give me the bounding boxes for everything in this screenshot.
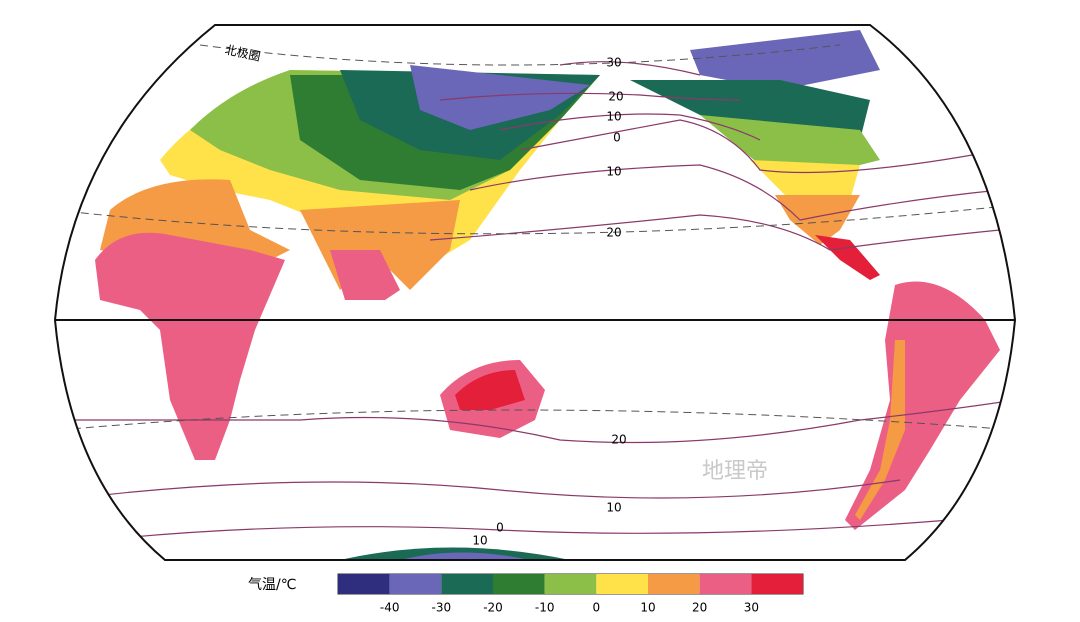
legend-swatch: [441, 574, 493, 594]
land: [55, 30, 1015, 560]
legend-swatch: [338, 574, 390, 594]
legend-swatch: [648, 574, 700, 594]
north-america: [700, 115, 880, 175]
legend-swatch: [596, 574, 648, 594]
legend-title: 气温/℃: [248, 577, 296, 593]
legend-tick-label: 0: [593, 601, 601, 615]
north-america-cold: [630, 80, 870, 140]
isotherm-label: 10: [606, 501, 621, 515]
andes: [855, 340, 905, 520]
isotherm-label: 20: [606, 226, 621, 240]
isotherm-label: 20: [611, 433, 626, 447]
north-america-mid: [750, 160, 860, 200]
legend-swatch: [544, 574, 597, 594]
isotherm-label: 0: [613, 131, 621, 145]
isotherm-label: 20: [608, 90, 623, 104]
legend-swatch: [699, 574, 752, 594]
legend-tick-label: 30: [744, 601, 759, 615]
australia-hot: [455, 370, 525, 410]
north-america-arctic: [690, 30, 880, 90]
legend-tick-label: 20: [692, 601, 707, 615]
legend-tick-label: -10: [535, 601, 555, 615]
india: [330, 250, 400, 300]
watermark: 地理帝: [702, 459, 768, 484]
isotherm-label: 0: [496, 521, 504, 535]
legend-tick-label: -20: [483, 601, 503, 615]
north-america-south: [775, 195, 860, 245]
legend-swatch: [389, 574, 442, 594]
legend-tick-label: -40: [380, 601, 400, 615]
isotherm-label: 10: [606, 165, 621, 179]
siberia-core: [410, 65, 590, 130]
isotherm-label: 10: [606, 110, 621, 124]
legend-tick-label: 10: [640, 601, 655, 615]
legend-swatch: [751, 574, 803, 594]
central-america: [815, 235, 880, 280]
isotherm-label: 30: [606, 56, 621, 70]
antarctica-core: [400, 552, 530, 560]
africa: [95, 232, 285, 460]
map-outline: [53, 24, 1017, 561]
isotherm-label: 10: [472, 534, 487, 548]
legend-swatch: [493, 574, 545, 594]
arctic-circle-label: 北极圈: [224, 43, 262, 64]
legend-tick-label: -30: [432, 601, 452, 615]
